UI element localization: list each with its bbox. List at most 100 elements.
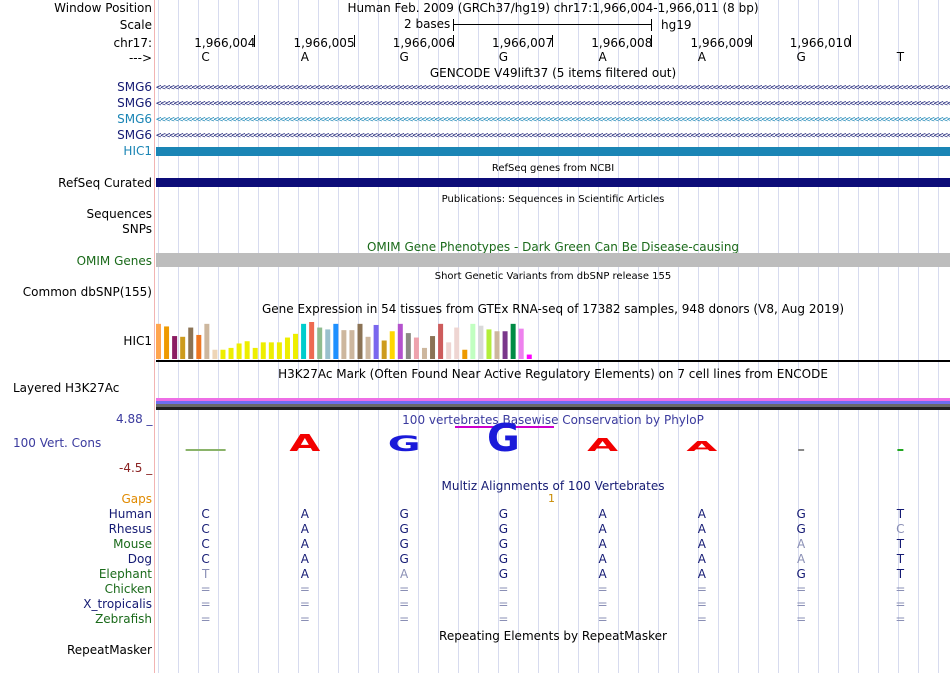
gencode-item-label[interactable]: SMG6 xyxy=(117,80,152,94)
gencode-item-label[interactable]: SMG6 xyxy=(117,128,152,142)
multiz-base: = xyxy=(299,582,310,596)
gtex-tissue-bar[interactable] xyxy=(405,333,411,359)
gtex-tissue-bar[interactable] xyxy=(301,323,307,359)
gencode-feature-hic1[interactable] xyxy=(156,147,950,156)
phylop-logo-letter[interactable]: A xyxy=(587,435,618,455)
gencode-feature-smg6[interactable]: <<<<<<<<<<<<<<<<<<<<<<<<<<<<<<<<<<<<<<<<… xyxy=(156,83,950,93)
gtex-tissue-bar[interactable] xyxy=(510,323,516,359)
multiz-species-label[interactable]: Elephant xyxy=(98,567,152,581)
phylop-logo-letter[interactable]: A xyxy=(686,439,717,455)
phylop-score-mark[interactable] xyxy=(798,449,805,451)
gtex-track-title[interactable]: Gene Expression in 54 tissues from GTEx … xyxy=(261,302,845,316)
gtex-tissue-bar[interactable] xyxy=(284,337,290,359)
gtex-tissue-bar[interactable] xyxy=(421,347,427,359)
gtex-tissue-bar[interactable] xyxy=(494,331,500,359)
gtex-tissue-bar[interactable] xyxy=(454,327,460,359)
gtex-tissue-bar[interactable] xyxy=(518,328,524,359)
gtex-tissue-bar[interactable] xyxy=(244,341,250,359)
multiz-species-label[interactable]: Dog xyxy=(127,552,152,566)
gtex-tissue-bar[interactable] xyxy=(220,349,226,359)
gtex-tissue-bar[interactable] xyxy=(212,349,218,359)
gtex-tissue-bar[interactable] xyxy=(236,343,242,359)
gencode-feature-smg6[interactable]: <<<<<<<<<<<<<<<<<<<<<<<<<<<<<<<<<<<<<<<<… xyxy=(156,99,950,109)
gtex-tissue-bar[interactable] xyxy=(164,326,170,359)
gtex-tissue-bar[interactable] xyxy=(349,330,355,359)
gtex-tissue-bar[interactable] xyxy=(180,336,186,359)
gtex-tissue-bar[interactable] xyxy=(268,342,274,359)
gtex-tissue-bar[interactable] xyxy=(333,323,339,359)
gtex-tissue-bar[interactable] xyxy=(389,331,395,359)
gtex-tissue-bar[interactable] xyxy=(438,323,444,359)
gtex-tissue-bar[interactable] xyxy=(252,347,258,359)
gtex-tissue-bar[interactable] xyxy=(446,342,452,359)
multiz-species-label[interactable]: Chicken xyxy=(104,582,152,596)
gtex-tissue-bar[interactable] xyxy=(357,323,363,359)
gtex-tissue-bar[interactable] xyxy=(172,336,178,359)
gtex-tissue-bar[interactable] xyxy=(293,333,299,359)
phylop-track-title[interactable]: 100 vertebrates Basewise Conservation by… xyxy=(402,413,704,427)
gtex-tissue-bar[interactable] xyxy=(156,323,161,359)
multiz-species-label[interactable]: Zebrafish xyxy=(95,612,152,626)
gap-marker: 1 xyxy=(548,492,555,505)
gtex-label[interactable]: HIC1 xyxy=(123,334,152,348)
multiz-species-label[interactable]: Rhesus xyxy=(108,522,152,536)
phylop-score-mark[interactable] xyxy=(897,449,904,451)
omim-track-title[interactable]: OMIM Gene Phenotypes - Dark Green Can Be… xyxy=(366,240,740,254)
gtex-tissue-bar[interactable] xyxy=(325,329,331,359)
refseq-track-title[interactable]: RefSeq genes from NCBI xyxy=(491,163,615,174)
phylop-label[interactable]: 100 Vert. Cons xyxy=(13,436,102,450)
gtex-tissue-bar[interactable] xyxy=(204,323,210,359)
gtex-tissue-bar[interactable] xyxy=(430,336,436,359)
h3k27ac-label[interactable]: Layered H3K27Ac xyxy=(13,381,120,395)
h3k27ac-track-title[interactable]: H3K27Ac Mark (Often Found Near Active Re… xyxy=(278,367,828,381)
snps-label[interactable]: SNPs xyxy=(122,222,152,236)
gtex-tissue-bar[interactable] xyxy=(260,342,266,359)
gencode-item-label[interactable]: HIC1 xyxy=(123,144,152,158)
gtex-tissue-bar[interactable] xyxy=(341,330,347,359)
phylop-logo-letter[interactable]: G xyxy=(487,417,520,461)
gtex-tissue-bar[interactable] xyxy=(478,325,484,359)
gtex-tissue-bar[interactable] xyxy=(276,342,282,359)
gtex-tissue-bar[interactable] xyxy=(196,334,202,359)
omim-feature[interactable] xyxy=(156,253,950,267)
multiz-species-label[interactable]: X_tropicalis xyxy=(83,597,152,611)
multiz-base: A xyxy=(598,567,607,581)
dbsnp-label[interactable]: Common dbSNP(155) xyxy=(22,285,152,299)
publications-track-title[interactable]: Publications: Sequences in Scientific Ar… xyxy=(441,194,665,205)
gtex-tissue-bar[interactable] xyxy=(228,347,234,359)
omim-label[interactable]: OMIM Genes xyxy=(76,254,152,268)
gtex-tissue-bar[interactable] xyxy=(470,323,476,359)
gencode-feature-smg6[interactable]: <<<<<<<<<<<<<<<<<<<<<<<<<<<<<<<<<<<<<<<<… xyxy=(156,131,950,141)
refseq-label[interactable]: RefSeq Curated xyxy=(58,176,152,190)
refseq-feature-hic1[interactable] xyxy=(156,178,950,187)
gencode-track-title[interactable]: GENCODE V49lift37 (5 items filtered out) xyxy=(429,66,677,80)
repeatmasker-label[interactable]: RepeatMasker xyxy=(66,643,152,657)
gencode-item-label[interactable]: SMG6 xyxy=(117,96,152,110)
repeatmasker-track-title[interactable]: Repeating Elements by RepeatMasker xyxy=(439,629,667,643)
gtex-tissue-bar[interactable] xyxy=(317,327,323,359)
multiz-track-title[interactable]: Multiz Alignments of 100 Vertebrates xyxy=(441,479,665,493)
dbsnp-track-title[interactable]: Short Genetic Variants from dbSNP releas… xyxy=(434,271,672,282)
multiz-species-label[interactable]: Mouse xyxy=(113,537,152,551)
multiz-species-label[interactable]: Human xyxy=(108,507,152,521)
phylop-logo-letter[interactable]: A xyxy=(289,430,321,457)
gtex-tissue-bar[interactable] xyxy=(381,340,387,360)
sequences-label[interactable]: Sequences xyxy=(86,207,152,221)
gtex-tissue-bar[interactable] xyxy=(502,331,508,359)
gtex-tissue-bar[interactable] xyxy=(526,354,532,359)
gencode-item-label[interactable]: SMG6 xyxy=(117,112,152,126)
gtex-tissue-bar[interactable] xyxy=(373,324,379,359)
gtex-tissue-bar[interactable] xyxy=(413,337,419,359)
gencode-feature-smg6[interactable]: <<<<<<<<<<<<<<<<<<<<<<<<<<<<<<<<<<<<<<<<… xyxy=(156,115,950,125)
phylop-logo-letter[interactable]: G xyxy=(388,431,421,456)
phylop-score-mark[interactable] xyxy=(185,449,226,451)
gtex-tissue-bar[interactable] xyxy=(397,323,403,359)
gtex-tissue-bar[interactable] xyxy=(365,336,371,359)
gtex-tissue-bar[interactable] xyxy=(188,327,194,359)
multiz-base: = xyxy=(597,612,608,626)
gtex-tissue-bar[interactable] xyxy=(486,329,492,359)
gtex-tissue-bar[interactable] xyxy=(309,322,315,359)
gtex-tissue-bar[interactable] xyxy=(462,349,468,359)
